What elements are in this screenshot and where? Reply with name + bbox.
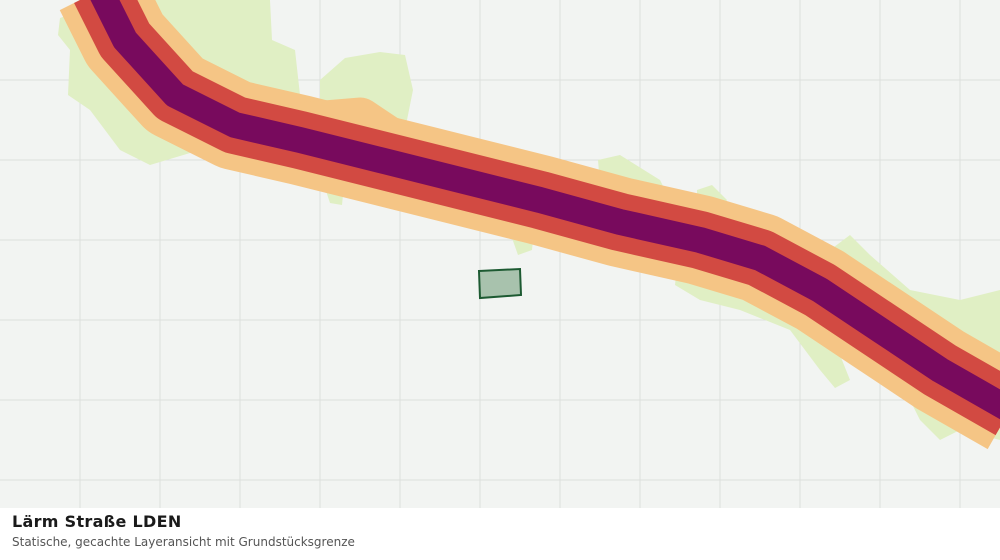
noise-zone-very-high — [90, 0, 1000, 420]
map — [0, 0, 1000, 508]
map-subtitle: Statische, gecachte Layeransicht mit Gru… — [12, 535, 355, 549]
caption: Lärm Straße LDEN Statische, gecachte Lay… — [12, 512, 992, 549]
map-title: Lärm Straße LDEN — [12, 512, 182, 531]
parcel-boundary — [477, 267, 523, 300]
